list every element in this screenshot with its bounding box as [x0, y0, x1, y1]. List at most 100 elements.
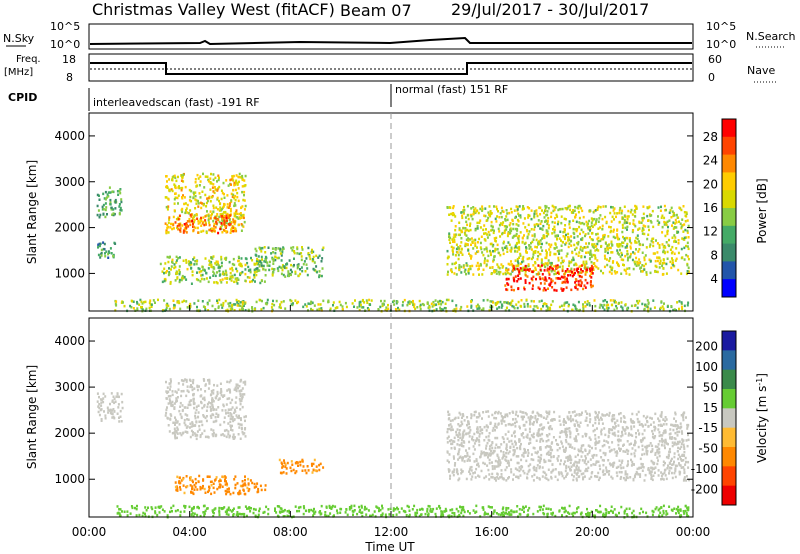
power-cell — [528, 214, 531, 218]
power-cell — [673, 252, 676, 255]
velocity-cell — [651, 450, 654, 453]
power-cell — [486, 298, 489, 302]
power-cell — [647, 233, 650, 236]
power-cell — [583, 246, 586, 249]
velocity-cell — [575, 477, 578, 480]
power-cell — [573, 268, 576, 271]
power-cell — [196, 184, 199, 187]
power-ytick-label: 4000 — [54, 129, 85, 143]
velocity-cell — [657, 459, 659, 462]
velocity-cell — [176, 426, 179, 429]
velocity-cell — [607, 435, 610, 439]
velocity-cell — [627, 460, 629, 463]
velocity-cell — [575, 468, 578, 471]
power-cell — [590, 285, 593, 289]
velocity-cell — [630, 452, 633, 456]
power-cell — [661, 214, 664, 217]
power-cell — [213, 229, 216, 233]
velocity-cell — [536, 450, 539, 454]
power-cell — [466, 243, 469, 246]
velocity-cell — [239, 408, 242, 411]
velocity-cell — [219, 479, 222, 482]
power-cell — [360, 306, 363, 309]
power-cell — [686, 270, 689, 273]
power-cell — [595, 245, 598, 248]
power-cell — [575, 252, 578, 256]
velocity-cell — [631, 420, 634, 423]
power-cell — [259, 260, 262, 263]
velocity-cell — [224, 489, 227, 493]
power-cell — [571, 270, 573, 274]
power-cell — [596, 259, 599, 262]
power-cell — [610, 240, 613, 243]
power-cell — [182, 259, 185, 262]
power-cell — [555, 213, 558, 217]
power-cell — [572, 219, 575, 222]
velocity-cell — [642, 437, 644, 440]
power-cell — [230, 192, 233, 196]
power-cell — [672, 221, 675, 224]
power-cell — [122, 301, 124, 304]
velocity-cell — [106, 406, 109, 409]
power-cell — [257, 262, 260, 266]
power-cell — [467, 269, 470, 272]
velocity-cell — [641, 432, 644, 436]
power-cell — [132, 300, 135, 303]
velocity-cell — [185, 426, 188, 429]
power-cell — [592, 253, 595, 257]
velocity-cell — [661, 439, 664, 443]
power-cell — [290, 273, 292, 277]
power-cell — [675, 247, 678, 250]
power-cell — [484, 232, 487, 235]
power-cell — [543, 287, 546, 290]
power-cell — [200, 224, 203, 227]
power-cell — [560, 244, 563, 247]
power-cell — [460, 248, 463, 251]
power-cell — [260, 255, 263, 259]
velocity-cell — [558, 447, 561, 450]
power-cell — [656, 251, 659, 254]
power-cell — [604, 215, 607, 219]
power-cell — [242, 225, 245, 228]
power-cell — [533, 212, 536, 216]
power-cell — [208, 263, 211, 267]
velocity-cell — [627, 434, 630, 437]
velocity-cell — [453, 417, 456, 421]
power-cell — [224, 225, 227, 228]
velocity-cell — [633, 425, 636, 428]
velocity-cell — [103, 410, 105, 413]
velocity-cell — [658, 440, 661, 443]
power-cell — [539, 222, 542, 225]
power-cell — [204, 308, 207, 311]
velocity-cell — [118, 420, 121, 423]
power-cell — [519, 277, 522, 280]
power-cell — [510, 301, 513, 304]
power-cell — [670, 266, 673, 270]
power-cell — [470, 215, 473, 218]
power-cell — [217, 218, 220, 221]
power-cell — [363, 301, 366, 304]
velocity-cell — [178, 423, 181, 426]
velocity-cell — [235, 383, 238, 386]
power-cell — [643, 216, 645, 220]
power-cell — [466, 228, 469, 232]
velocity-cell — [181, 408, 184, 412]
velocity-cell — [506, 437, 509, 440]
power-cell — [557, 250, 560, 253]
power-cell — [236, 191, 239, 195]
velocity-cell — [241, 480, 244, 483]
power-heatmap — [96, 172, 690, 313]
power-cell — [353, 305, 355, 308]
power-cell — [501, 246, 504, 250]
power-cell — [416, 306, 419, 309]
power-cell — [584, 266, 587, 270]
power-cell — [543, 269, 546, 272]
power-cell — [168, 218, 171, 221]
power-cell — [168, 256, 171, 259]
power-cell — [329, 309, 332, 312]
velocity-cell — [207, 490, 209, 494]
velocity-cell — [488, 458, 491, 462]
velocity-cell — [289, 466, 292, 469]
power-cell — [476, 227, 479, 230]
power-cell — [236, 304, 239, 307]
